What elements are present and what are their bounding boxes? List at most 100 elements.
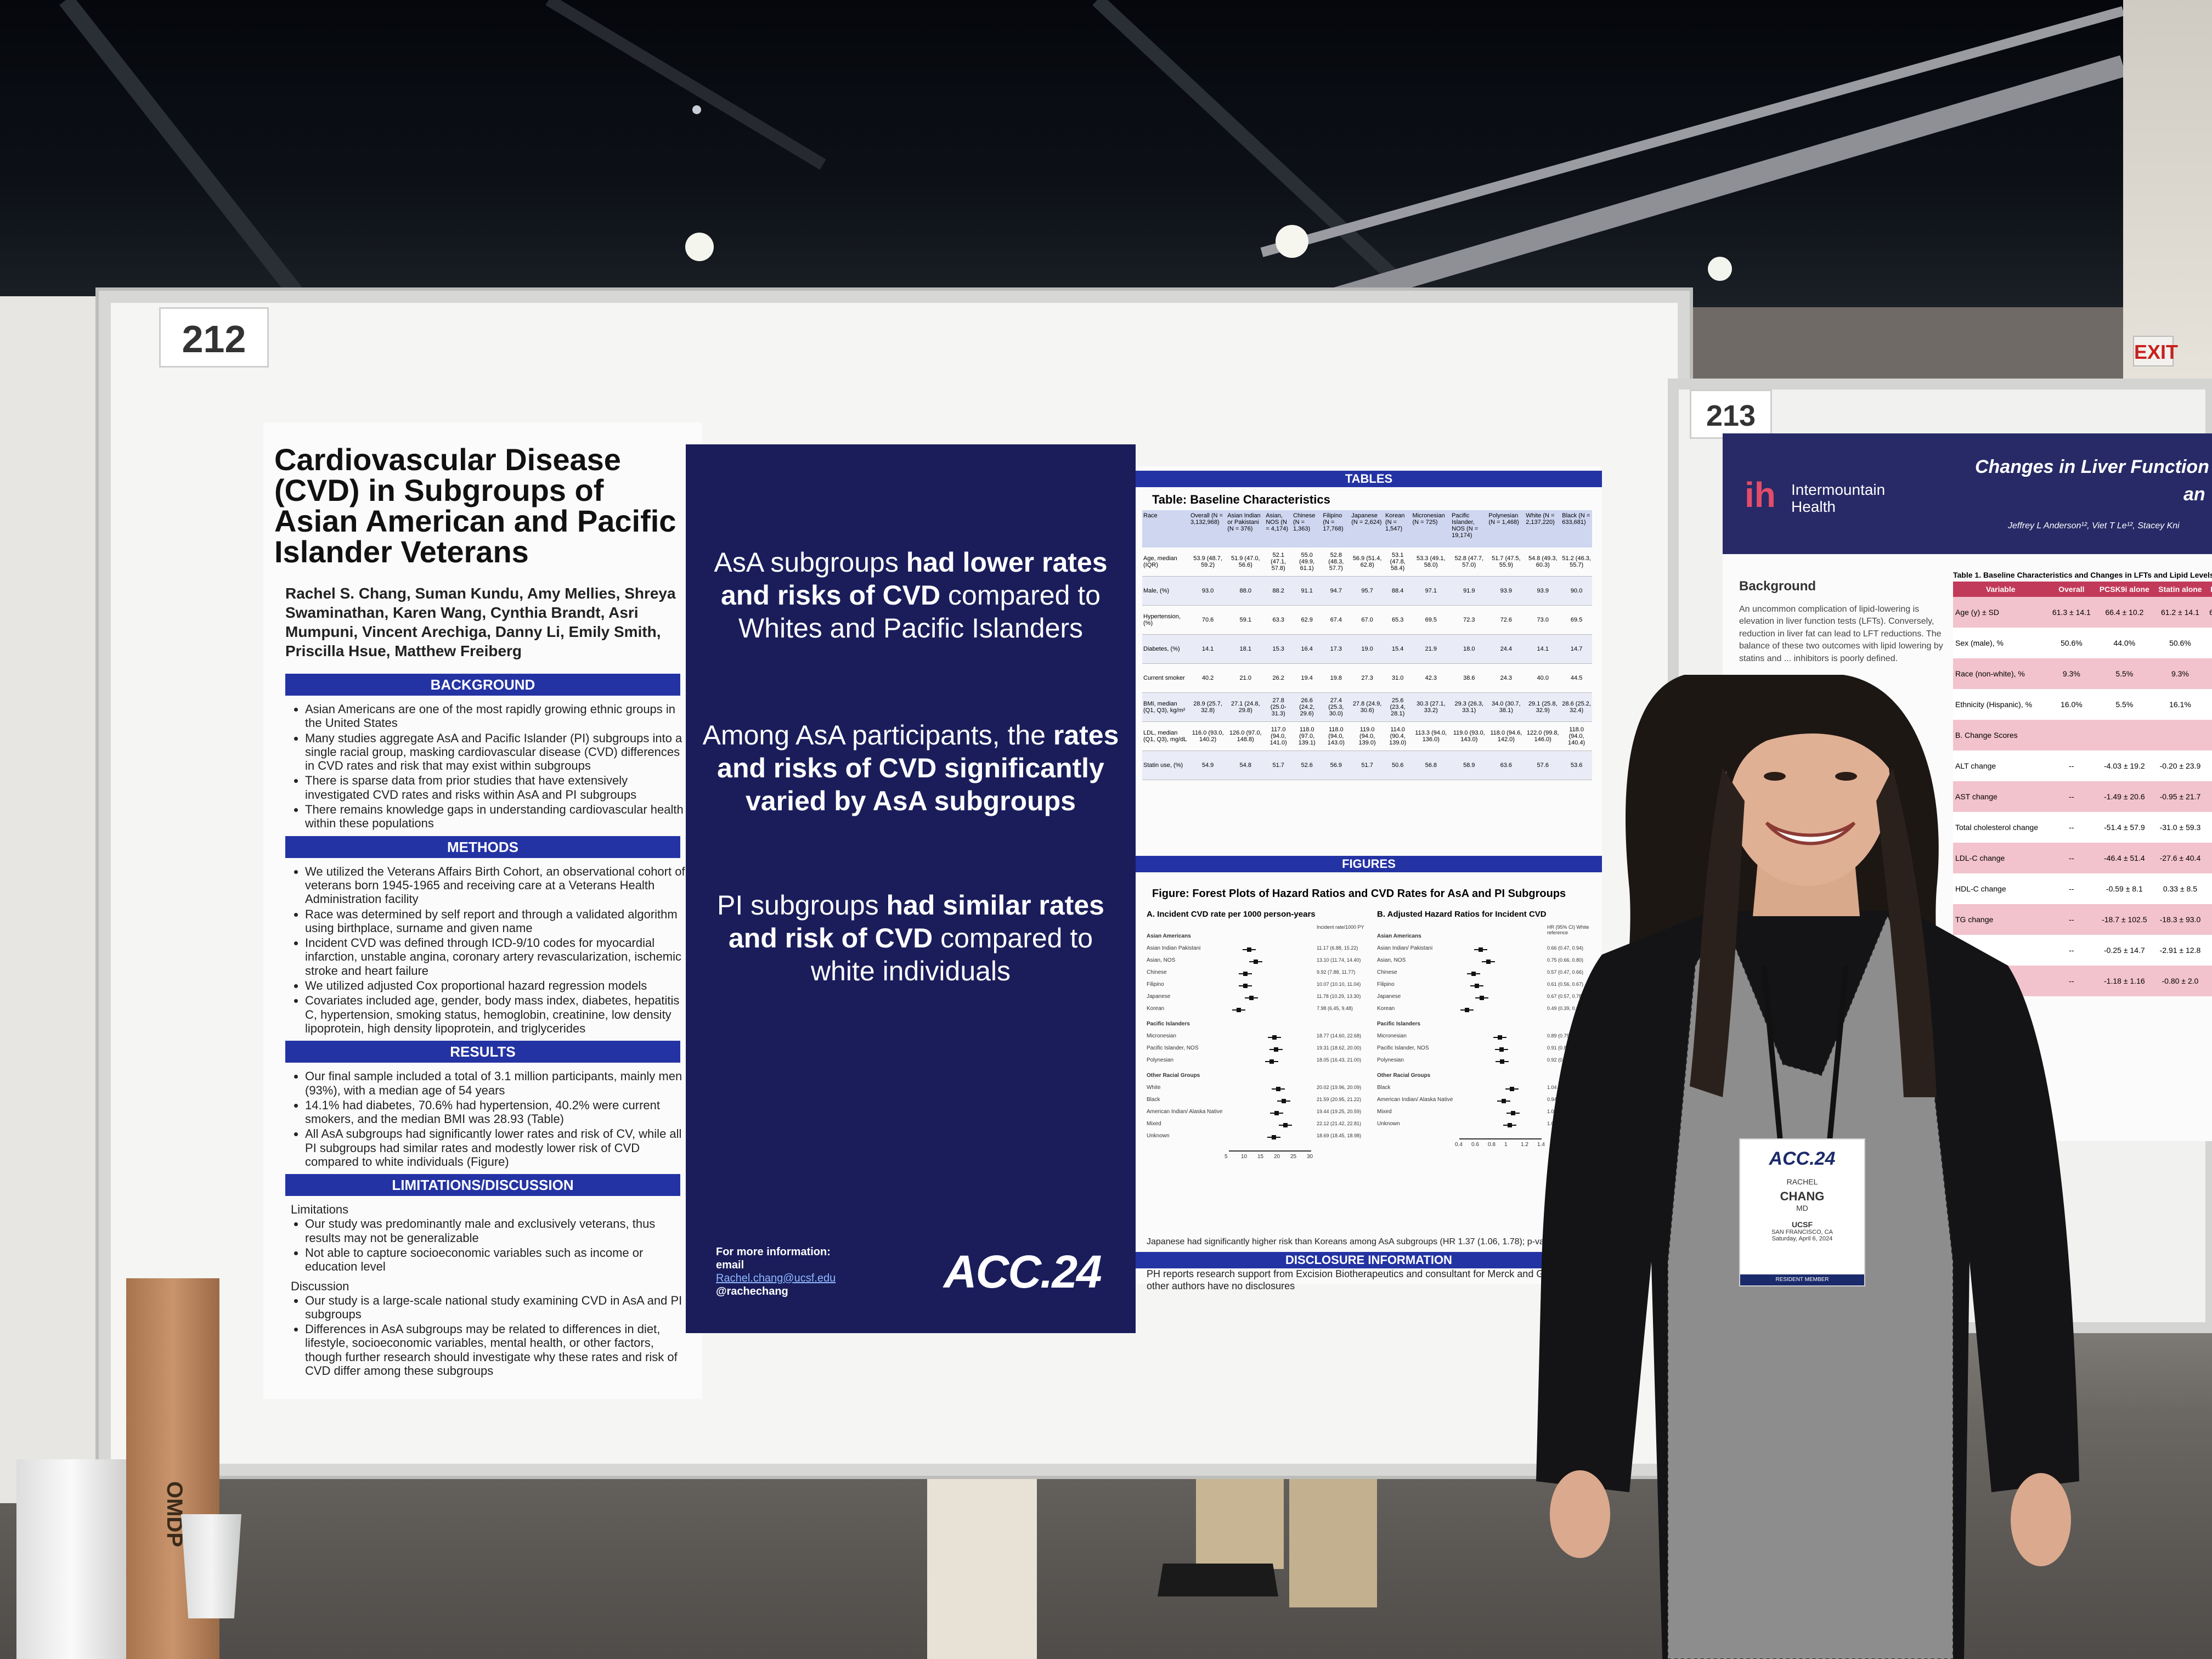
forest-x-axis — [1229, 1150, 1311, 1152]
forest-point — [1500, 1059, 1504, 1064]
table-cell: 65.7 — [2206, 597, 2212, 628]
table-cell: 0.33 ± 8.5 — [2154, 873, 2207, 904]
forest-point — [1479, 947, 1483, 952]
background-list: Asian Americans are one of the most rapi… — [274, 702, 686, 831]
forest-group-label: Other Racial Groups — [1377, 1073, 1431, 1079]
table-cell: 51.9 (47.0, 56.6) — [1226, 548, 1265, 577]
table-cell: 21.9 — [1411, 634, 1451, 664]
table-cell: 53.3 (49.1, 58.0) — [1411, 548, 1451, 577]
forest-group-label: Asian Americans — [1147, 933, 1191, 939]
table-cell: 51.7 — [1265, 751, 1292, 780]
table-cell: 16.0% — [2048, 689, 2095, 720]
table-cell: 61.2 ± 14.1 — [2154, 597, 2207, 628]
forest-row-label: Unknown — [1147, 1133, 1170, 1139]
forest-row-label: Asian, NOS — [1147, 957, 1176, 963]
table-cell: 52.8 (47.7, 57.0) — [1451, 548, 1488, 577]
forest-row-label: Korean — [1147, 1006, 1165, 1012]
forest-value-label: 0.89 (0.75, 1.10) — [1547, 1033, 1584, 1039]
ceiling-truss — [59, 0, 2126, 307]
back-wall — [2123, 0, 2212, 395]
acc24-logo: ACC.24 — [944, 1246, 1102, 1297]
table-cell: -0.59 ± 8.1 — [2095, 873, 2154, 904]
forest-row-label: Japanese — [1377, 994, 1401, 1000]
forest-point — [1249, 996, 1254, 1000]
table-cell: 113.3 (94.0, 136.0) — [1411, 721, 1451, 751]
contact-info: For more information: email Rachel.chang… — [716, 1245, 891, 1298]
methods-bullet: We utilized adjusted Cox proportional ha… — [305, 979, 686, 992]
table-header-cell: Race — [1142, 510, 1189, 548]
table-cell: HDL-C change — [1953, 873, 2049, 904]
forest-point — [1236, 1008, 1241, 1012]
badge-organization: UCSF — [1791, 1220, 1813, 1229]
table-row: Age (y) ± SD 61.3 ± 14.1 66.4 ± 10.2 61.2 ±… — [1953, 597, 2212, 628]
table-cell: 52.1 (47.1, 57.8) — [1265, 548, 1292, 577]
table-cell: 65.3 — [1384, 605, 1412, 635]
forest-row-label: Polynesian — [1147, 1057, 1173, 1063]
table-cell: 25.6 (23.4, 28.1) — [1384, 692, 1412, 722]
table-cell: 126.0 (97.0, 148.8) — [1226, 721, 1265, 751]
table-header-cell: Polynesian (N = 1,468) — [1487, 510, 1525, 548]
forest-row-label: Pacific Islander, NOS — [1147, 1045, 1199, 1051]
contact-email-link[interactable]: Rachel.chang@ucsf.edu — [716, 1272, 836, 1284]
baseline-table: Race Overall (N = 3,132,968) Asian Indian … — [1142, 510, 1592, 780]
results-heading: RESULTS — [285, 1041, 680, 1063]
table-cell: 40.0 — [1525, 663, 1561, 693]
table-header-cell: Chinese (N = 1,363) — [1292, 510, 1322, 548]
table-cell: -- — [2048, 873, 2095, 904]
table-cell: 16.1% — [2154, 689, 2207, 720]
table-cell: 50.6% — [2048, 628, 2095, 658]
forest-value-label: 18.77 (14.60, 22.68) — [1317, 1033, 1362, 1039]
table-cell: 117.0 (94.0, 141.0) — [1265, 721, 1292, 751]
forest-value-label: 0.61 (0.56, 0.67) — [1547, 981, 1584, 987]
table-cell: -0.25 ± 14.7 — [2095, 935, 2154, 966]
table-cell: 73.0 — [1525, 605, 1561, 635]
forest-point — [1497, 1035, 1502, 1040]
table-cell: 67.4 — [1322, 605, 1351, 635]
table-cell: -46.4 ± 51.4 — [2095, 843, 2154, 873]
disclosure-heading: DISCLOSURE INFORMATION — [1136, 1252, 1602, 1268]
table-cell: 56.9 — [1322, 751, 1351, 780]
forest-row-label: Mixed — [1377, 1109, 1392, 1115]
name-badge: ACC.24 RACHEL CHANG MD UCSF SAN FRANCISC… — [1739, 1138, 1865, 1286]
forest-row-label: White — [1147, 1085, 1161, 1091]
table-cell: -0 — [2206, 751, 2212, 781]
table-row: Age, median (IQR) 53.9 (48.7, 59.2) 51.9 (… — [1142, 548, 1592, 577]
table-row: B. Change Scores — [1953, 720, 2212, 751]
methods-bullet: Incident CVD was defined through ICD-9/1… — [305, 936, 686, 978]
table-cell: -4 — [2206, 843, 2212, 873]
table-cell: 26.6 (24.2, 29.6) — [1292, 692, 1322, 722]
table-header-cell: White (N = 2,137,220) — [1525, 510, 1561, 548]
forest-tick-label: 0.6 — [1471, 1142, 1479, 1148]
table-row: TG change---18.7 ± 102.5-18.3 ± 93.0-1 — [1953, 904, 2212, 935]
badge-lanyard — [1761, 966, 1849, 1141]
forest-point — [1272, 1135, 1277, 1139]
table-cell: 67.0 — [1350, 605, 1384, 635]
poster-213-background-heading: Background — [1739, 579, 1816, 594]
forest-group-label: Pacific Islanders — [1377, 1021, 1420, 1027]
forest-value-label: 10.07 (10.10, 11.04) — [1317, 981, 1361, 987]
table-cell: LDL-C change — [1953, 843, 2049, 873]
table-cell: Ethnicity (Hispanic), % — [1953, 689, 2049, 720]
table-cell: 72.6 — [1487, 605, 1525, 635]
forest-x-axis — [1459, 1138, 1542, 1139]
table-header-cell: Asian, NOS (N = 4,174) — [1265, 510, 1292, 548]
table-header-cell: Filipino (N = 17,768) — [1322, 510, 1351, 548]
results-list: Our final sample included a total of 3.1… — [274, 1069, 686, 1169]
table-cell: -1 — [2206, 966, 2212, 996]
table-cell: 118.0 (97.0, 139.1) — [1292, 721, 1322, 751]
adjacent-board-left — [0, 296, 110, 1503]
forest-point — [1276, 1087, 1281, 1091]
table-cell: 28.9 (25.7, 32.8) — [1189, 692, 1227, 722]
table-cell: 28.6 (25.2, 32.4) — [1561, 692, 1592, 722]
forest-value-label: 18.05 (16.43, 21.00) — [1317, 1057, 1362, 1063]
discussion-bullet: Differences in AsA subgroups may be rela… — [305, 1322, 686, 1378]
table-cell: -1 — [2206, 904, 2212, 935]
table-header-row: Race Overall (N = 3,132,968) Asian Indian … — [1142, 510, 1592, 548]
table-cell: -18.3 ± 93.0 — [2154, 904, 2207, 935]
poster-left-column: Cardiovascular Disease (CVD) in Subgroup… — [263, 422, 702, 1399]
key-message-panel: AsA subgroups had lower rates and risks … — [686, 444, 1136, 1333]
table-cell: 17.3 — [1322, 634, 1351, 664]
table-cell: -0.80 ± 2.0 — [2154, 966, 2207, 996]
table-cell: -- — [2048, 935, 2095, 966]
forest-value-label: 19.44 (19.25, 20.59) — [1317, 1109, 1362, 1114]
